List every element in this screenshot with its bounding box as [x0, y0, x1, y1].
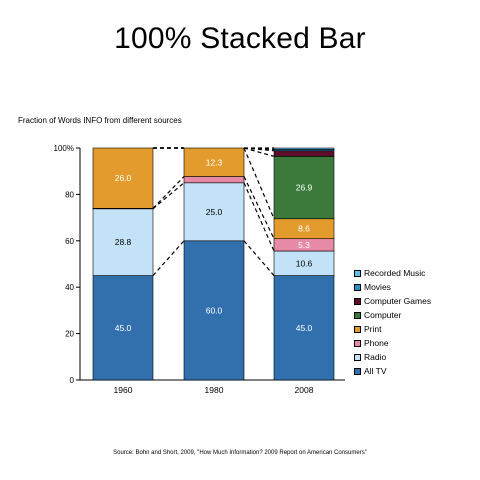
connector-line — [243, 147, 275, 152]
legend-label: Recorded Music — [364, 268, 426, 278]
y-tick-label: 60 — [65, 237, 74, 246]
connector-line — [152, 240, 185, 276]
chart-title: 100% Stacked Bar — [114, 22, 366, 55]
x-tick-label: 1960 — [114, 385, 133, 395]
data-label: 28.8 — [115, 237, 132, 247]
y-tick-label: 40 — [65, 283, 74, 292]
chart-legend: Recorded Music Movies Computer Games Comput… — [354, 266, 431, 378]
connector-line — [243, 147, 275, 150]
legend-item: Phone — [354, 336, 431, 350]
legend-item: Print — [354, 322, 431, 336]
connector-line — [243, 240, 275, 276]
legend-swatch — [354, 283, 361, 291]
bar-segment — [273, 150, 335, 157]
legend-label: Movies — [364, 282, 391, 292]
legend-label: Computer Games — [364, 296, 432, 306]
legend-swatch — [354, 367, 361, 375]
legend-item: Recorded Music — [354, 266, 431, 280]
chart-source-note: Source: Bohn and Short, 2009, "How Much … — [113, 450, 367, 456]
bar-segment — [273, 275, 335, 381]
x-tick-label: 2008 — [295, 385, 314, 395]
y-tick-label: 80 — [65, 190, 74, 199]
x-tick-label: 1980 — [205, 385, 224, 395]
legend-item: All TV — [354, 364, 431, 378]
legend-swatch — [354, 311, 361, 319]
data-label: 60.0 — [206, 305, 223, 315]
bar-segment — [92, 275, 154, 381]
data-label: 25.0 — [206, 207, 223, 217]
y-tick-label: 20 — [65, 330, 74, 339]
data-label: 8.6 — [298, 224, 310, 234]
legend-label: Phone — [364, 338, 389, 348]
connector-line — [152, 176, 185, 209]
bar-segment — [183, 147, 245, 177]
bar-segment — [273, 147, 335, 150]
legend-swatch — [354, 339, 361, 347]
legend-item: Computer — [354, 308, 431, 322]
connector-line — [243, 182, 275, 252]
chart-subtitle: Fraction of Words INFO from different so… — [18, 116, 182, 125]
bar-segment — [183, 182, 245, 242]
connector-line — [243, 147, 275, 157]
data-label: 12.3 — [206, 157, 223, 167]
connector-line — [243, 176, 275, 239]
bar-segment — [273, 250, 335, 276]
data-label: 10.6 — [296, 258, 313, 268]
legend-label: Print — [364, 324, 382, 334]
legend-item: Computer Games — [354, 294, 431, 308]
legend-label: All TV — [364, 366, 387, 376]
legend-item: Radio — [354, 350, 431, 364]
legend-item: Movies — [354, 280, 431, 294]
connector-line — [243, 147, 275, 219]
bar-segment — [183, 176, 245, 184]
legend-swatch — [354, 325, 361, 333]
legend-label: Computer — [364, 310, 402, 320]
bar-segment — [92, 147, 154, 209]
legend-swatch — [354, 353, 361, 361]
data-label: 26.9 — [296, 183, 313, 193]
data-label: 26.0 — [115, 173, 132, 183]
y-tick-label: 100% — [54, 144, 74, 153]
y-tick-label: 0 — [70, 376, 75, 385]
data-label: 45.0 — [115, 323, 132, 333]
connector-line — [152, 182, 185, 210]
bar-segment — [273, 156, 335, 220]
bar-segment — [183, 240, 245, 381]
data-label: 5.3 — [298, 240, 310, 250]
legend-label: Radio — [364, 352, 387, 362]
legend-swatch — [354, 297, 361, 305]
data-label: 45.0 — [296, 323, 313, 333]
legend-swatch — [354, 269, 361, 277]
bar-segment — [92, 208, 154, 276]
